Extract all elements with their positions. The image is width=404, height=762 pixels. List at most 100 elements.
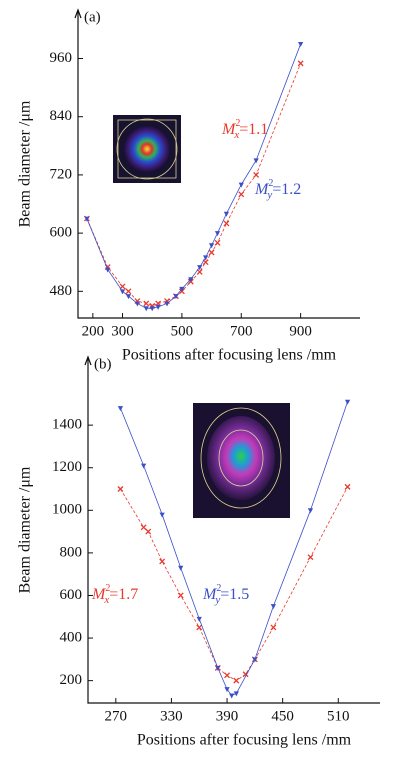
y-tick-label: 400 xyxy=(60,629,83,645)
point xyxy=(208,249,215,256)
annotation-base: M xyxy=(202,586,218,603)
point xyxy=(229,693,235,699)
point xyxy=(196,616,202,622)
point xyxy=(143,300,150,307)
panel-label: (b) xyxy=(94,356,112,372)
axis-arrow xyxy=(74,8,82,19)
point xyxy=(238,182,244,188)
annotation-sup: 2 xyxy=(268,178,273,189)
point xyxy=(215,665,221,671)
point xyxy=(203,255,209,261)
point xyxy=(84,216,90,222)
point xyxy=(117,406,124,412)
annotation-base: M xyxy=(91,586,107,603)
point xyxy=(117,486,124,492)
point xyxy=(159,558,166,565)
annotation-rest: =1.7 xyxy=(109,586,138,603)
y-tick-label: 960 xyxy=(50,50,73,66)
y-tick-label: 1000 xyxy=(52,502,82,518)
point xyxy=(307,554,314,561)
annotation-sub: x xyxy=(103,594,109,606)
point xyxy=(307,508,314,514)
annotation-sup: 2 xyxy=(235,118,240,129)
point xyxy=(145,528,152,535)
beam-inset-b xyxy=(193,403,290,518)
x-tick-label: 300 xyxy=(111,323,134,339)
x-axis-label: Positions after focusing lens /mm xyxy=(137,732,352,749)
point xyxy=(208,243,215,249)
point xyxy=(177,592,184,599)
point xyxy=(149,306,155,312)
y-tick-label: 480 xyxy=(50,283,73,299)
point xyxy=(224,672,231,679)
annotation-sub: x xyxy=(233,129,239,141)
y-tick-label: 800 xyxy=(60,544,83,560)
point xyxy=(233,677,240,684)
annotation-rest: =1.2 xyxy=(272,181,301,198)
point xyxy=(134,301,140,307)
point xyxy=(214,239,221,246)
point xyxy=(125,288,132,295)
axis-arrow xyxy=(84,355,92,366)
point xyxy=(344,399,351,405)
point xyxy=(223,220,230,227)
annotation-sub: y xyxy=(266,189,272,201)
point xyxy=(297,60,304,67)
point xyxy=(252,657,258,663)
point xyxy=(125,294,132,300)
x-axis-label: Positions after focusing lens /mm xyxy=(122,347,337,364)
point xyxy=(159,512,165,518)
point xyxy=(178,565,184,571)
y-tick-label: 200 xyxy=(60,672,83,688)
x-tick-label: 500 xyxy=(171,323,194,339)
point xyxy=(188,277,194,283)
axes xyxy=(77,10,360,319)
annotation: M2 y=1.5 xyxy=(202,583,249,605)
y-tick-label: 840 xyxy=(50,108,73,124)
annotation-sub: y xyxy=(214,594,220,606)
point xyxy=(223,211,230,217)
annotation: M2 x=1.1 xyxy=(221,118,268,140)
point xyxy=(164,301,170,307)
point xyxy=(344,483,351,490)
annotation-base: M xyxy=(221,121,237,138)
point xyxy=(119,289,126,295)
point xyxy=(298,41,304,47)
point xyxy=(270,604,276,610)
point xyxy=(253,171,260,178)
panel-label: (a) xyxy=(84,9,101,25)
x-tick-label: 390 xyxy=(216,708,239,724)
annotation-rest: =1.1 xyxy=(239,121,268,138)
y-tick-label: 1400 xyxy=(52,417,82,433)
point xyxy=(155,304,161,310)
point xyxy=(196,268,203,275)
point xyxy=(105,267,111,273)
point xyxy=(253,158,259,164)
y-tick-label: 600 xyxy=(50,225,73,241)
point xyxy=(143,306,149,312)
x-tick-label: 700 xyxy=(230,323,253,339)
annotation-sup: 2 xyxy=(105,583,110,594)
y-tick-label: 720 xyxy=(50,166,73,182)
x-tick-label: 450 xyxy=(271,708,294,724)
series-line xyxy=(86,43,302,309)
series-line xyxy=(120,486,348,682)
y-tick-label: 1200 xyxy=(52,459,82,475)
point xyxy=(141,463,147,469)
point xyxy=(140,524,147,531)
point xyxy=(173,294,179,300)
point xyxy=(224,687,230,693)
y-axis-label: Beam diameter /μm xyxy=(17,100,34,227)
annotation: M2 x=1.7 xyxy=(91,583,138,605)
point xyxy=(197,265,203,271)
point xyxy=(179,286,185,292)
annotation-base: M xyxy=(254,181,270,198)
point xyxy=(119,283,126,290)
point xyxy=(238,191,245,198)
x-tick-label: 270 xyxy=(105,708,128,724)
annotation: M2 y=1.2 xyxy=(254,178,301,200)
point xyxy=(214,231,221,237)
x-tick-label: 200 xyxy=(82,323,105,339)
y-tick-label: 600 xyxy=(60,587,83,603)
